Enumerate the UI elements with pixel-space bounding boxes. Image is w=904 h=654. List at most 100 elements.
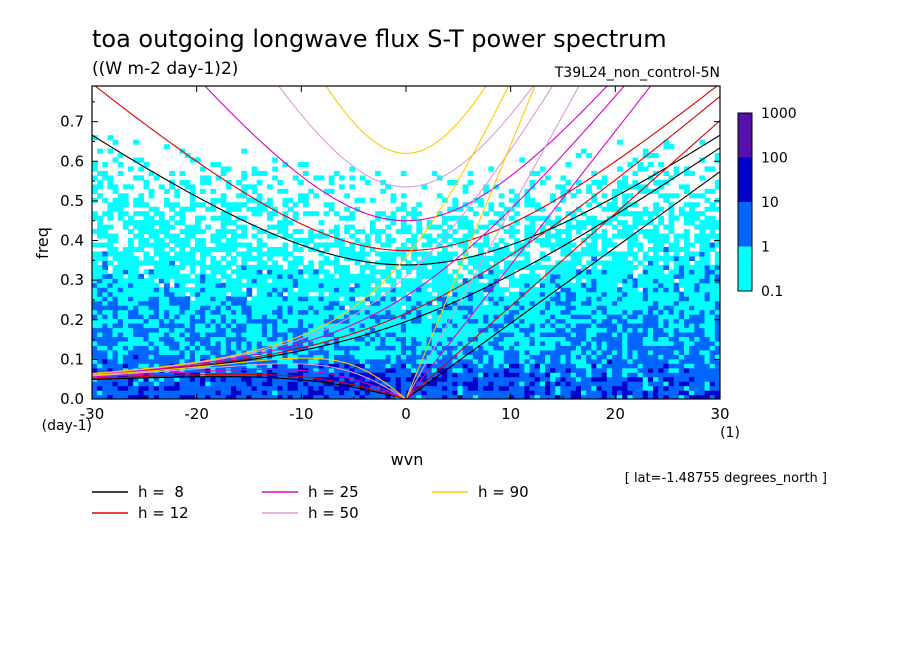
heatmap-cell (287, 394, 294, 399)
heatmap-cell (704, 367, 711, 373)
heatmap-cell (668, 206, 675, 212)
heatmap-cell (220, 264, 227, 270)
heatmap-cell (653, 238, 659, 244)
heatmap-cell (200, 381, 206, 387)
heatmap-cell (241, 385, 248, 391)
heatmap-cell (138, 336, 145, 342)
heatmap-cell (570, 255, 577, 261)
heatmap-cell (488, 296, 495, 302)
heatmap-cell (632, 242, 639, 248)
heatmap-cell (349, 166, 356, 172)
heatmap-cell (225, 314, 232, 320)
heatmap-cell (709, 390, 716, 396)
heatmap-cell (153, 314, 160, 320)
heatmap-cell (508, 345, 515, 351)
heatmap-cell (395, 340, 402, 346)
heatmap-cell (292, 345, 299, 351)
heatmap-cell (524, 242, 531, 248)
heatmap-cell (364, 327, 371, 333)
heatmap-cell (318, 390, 325, 396)
heatmap-cell (529, 269, 536, 275)
heatmap-cell (143, 224, 150, 230)
heatmap-cell (442, 251, 448, 257)
heatmap-cell (544, 349, 551, 355)
heatmap-cell (122, 291, 129, 297)
heatmap-cell (627, 193, 634, 199)
heatmap-cell (586, 282, 592, 288)
heatmap-cell (282, 309, 289, 315)
heatmap-cell (529, 390, 536, 396)
heatmap-cell (570, 300, 577, 306)
heatmap-cell (647, 162, 654, 168)
heatmap-cell (251, 318, 258, 324)
heatmap-cell (313, 175, 320, 181)
heatmap-cell (632, 318, 639, 324)
heatmap-cell (313, 296, 320, 302)
heatmap-cell (133, 309, 139, 315)
heatmap-cell (277, 220, 284, 226)
heatmap-cell (164, 331, 170, 337)
heatmap-cell (539, 229, 546, 235)
heatmap-cell (308, 367, 314, 373)
heatmap-cell (400, 349, 407, 355)
heatmap-cell (544, 358, 551, 364)
heatmap-cell (102, 331, 109, 337)
heatmap-cell (426, 233, 433, 239)
heatmap-cell (256, 345, 263, 351)
heatmap-cell (282, 327, 289, 333)
heatmap-cell (128, 331, 134, 337)
heatmap-cell (189, 184, 196, 190)
heatmap-cell (128, 376, 134, 382)
heatmap-cell (308, 188, 314, 194)
heatmap-cell (282, 242, 289, 248)
heatmap-cell (668, 144, 675, 150)
heatmap-cell (653, 305, 659, 311)
heatmap-cell (282, 229, 289, 235)
heatmap-cell (313, 273, 320, 279)
heatmap-cell (251, 197, 258, 203)
heatmap-cell (709, 309, 716, 315)
heatmap-cell (658, 381, 664, 387)
heatmap-cell (236, 314, 242, 320)
heatmap-cell (359, 273, 366, 279)
heatmap-cell (606, 238, 613, 244)
heatmap-cell (349, 367, 356, 373)
heatmap-cell (122, 340, 129, 346)
heatmap-cell (565, 331, 572, 337)
heatmap-cell (519, 246, 525, 253)
heatmap-cell (385, 269, 392, 275)
heatmap-cell (189, 322, 196, 329)
heatmap-cell (179, 309, 186, 315)
y-unit-label: (day-1) (42, 418, 92, 434)
heatmap-cell (714, 336, 720, 342)
heatmap-cell (575, 179, 582, 185)
heatmap-cell (318, 318, 325, 324)
heatmap-cell (472, 363, 479, 369)
heatmap-cell (642, 322, 649, 329)
heatmap-cell (673, 318, 680, 324)
heatmap-cell (184, 300, 191, 306)
heatmap-cell (318, 300, 325, 306)
heatmap-cell (107, 273, 114, 279)
heatmap-cell (236, 193, 242, 199)
heatmap-cell (493, 282, 500, 288)
heatmap-cell (544, 314, 551, 320)
heatmap-cell (143, 202, 150, 208)
heatmap-cell (519, 282, 525, 288)
heatmap-cell (148, 354, 155, 360)
heatmap-cell (498, 367, 505, 373)
heatmap-cell (555, 381, 562, 387)
heatmap-cell (591, 390, 598, 396)
heatmap-cell (617, 139, 623, 145)
heatmap-cell (133, 300, 139, 306)
heatmap-cell (143, 269, 150, 275)
heatmap-cell (663, 390, 670, 396)
heatmap-cell (107, 206, 114, 212)
heatmap-cell (184, 255, 191, 261)
heatmap-cell (586, 322, 592, 329)
heatmap-cell (406, 385, 412, 391)
heatmap-cell (292, 322, 299, 329)
heatmap-cell (678, 264, 685, 270)
heatmap-cell (601, 296, 608, 302)
heatmap-cell (128, 278, 134, 284)
